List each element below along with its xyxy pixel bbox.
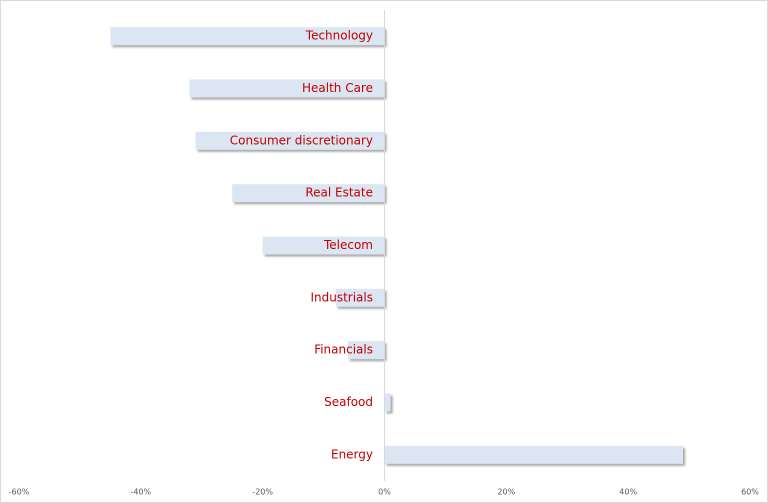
category-label: Telecom (323, 238, 373, 252)
category-label: Health Care (302, 81, 373, 95)
category-label: Industrials (310, 290, 373, 304)
bar (262, 236, 385, 255)
x-tick-label: -60% (9, 488, 30, 497)
bar (335, 288, 385, 307)
category-label: Seafood (324, 395, 373, 409)
x-tick-label: 40% (619, 488, 637, 497)
bar (384, 445, 683, 464)
x-tick-label: -20% (252, 488, 273, 497)
x-tick-label: -40% (130, 488, 151, 497)
x-tick-label: 60% (741, 488, 759, 497)
category-label: Energy (331, 447, 373, 461)
bar (195, 131, 385, 150)
bar (384, 393, 391, 412)
category-label: Technology (305, 29, 373, 43)
x-tick-label: 0% (378, 488, 391, 497)
x-tick-label: 20% (497, 488, 515, 497)
category-label: Real Estate (305, 186, 373, 200)
bar (189, 79, 385, 98)
bar (232, 184, 385, 203)
bar (347, 341, 385, 360)
category-label: Consumer discretionary (230, 133, 373, 147)
category-label: Financials (314, 343, 373, 357)
bar (110, 27, 385, 46)
